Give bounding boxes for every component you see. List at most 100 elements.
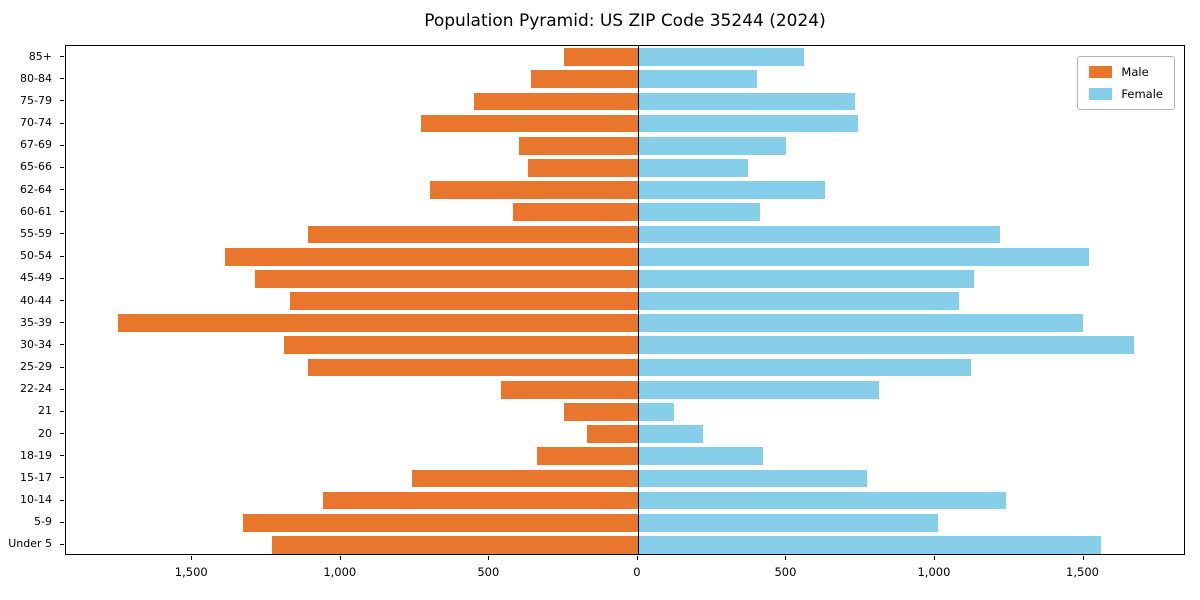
female-bar-18-19 bbox=[637, 447, 763, 466]
female-bar-62-64 bbox=[637, 181, 826, 199]
female-bar-Under 5 bbox=[637, 536, 1102, 554]
male-bar-70-74 bbox=[421, 114, 638, 133]
y-tick-mark bbox=[60, 100, 64, 102]
y-tick-mark bbox=[60, 499, 64, 501]
y-tick-label-10-14: 10-14 bbox=[20, 493, 52, 507]
male-bar-75-79 bbox=[474, 92, 638, 111]
y-tick-label-18-19: 18-19 bbox=[20, 448, 52, 462]
male-bar-80-84 bbox=[530, 70, 638, 89]
male-bar-45-49 bbox=[254, 269, 638, 288]
male-bar-15-17 bbox=[412, 469, 638, 488]
y-tick-label-65-66: 65-66 bbox=[20, 160, 52, 174]
female-bar-67-69 bbox=[637, 136, 787, 155]
female-bar-70-74 bbox=[637, 114, 858, 133]
y-tick-mark bbox=[60, 477, 64, 479]
x-tick-mark bbox=[488, 556, 490, 560]
female-bar-80-84 bbox=[637, 70, 757, 89]
y-tick-label-5-9: 5-9 bbox=[34, 515, 52, 529]
x-tick-mark bbox=[933, 556, 935, 560]
y-tick-mark bbox=[60, 211, 64, 213]
y-tick-mark bbox=[60, 366, 64, 368]
x-tick-label-1,500: 1,500 bbox=[174, 565, 208, 579]
female-bar-22-24 bbox=[637, 380, 879, 399]
y-tick-mark bbox=[60, 300, 64, 301]
y-tick-mark bbox=[60, 388, 64, 390]
male-bar-21 bbox=[563, 403, 638, 421]
male-bar-65-66 bbox=[527, 159, 638, 177]
legend-item-male: Male bbox=[1089, 65, 1163, 79]
legend-label-female: Female bbox=[1121, 87, 1163, 101]
male-bar-18-19 bbox=[536, 447, 638, 466]
legend-label-male: Male bbox=[1121, 65, 1149, 79]
y-tick-mark bbox=[60, 166, 64, 168]
male-bar-55-59 bbox=[308, 225, 638, 244]
male-bar-35-39 bbox=[117, 314, 638, 333]
y-tick-mark bbox=[60, 543, 64, 545]
male-bar-85+ bbox=[563, 48, 638, 66]
y-tick-mark bbox=[60, 521, 64, 523]
female-color-swatch-icon bbox=[1089, 88, 1113, 100]
female-bar-50-54 bbox=[637, 247, 1090, 266]
male-bar-10-14 bbox=[322, 491, 638, 510]
female-bar-60-61 bbox=[637, 203, 760, 222]
x-tick-mark bbox=[785, 556, 787, 560]
female-bar-45-49 bbox=[637, 269, 974, 288]
x-tick-mark bbox=[636, 556, 638, 560]
zero-axis-line bbox=[637, 46, 639, 554]
female-bar-30-34 bbox=[637, 336, 1134, 355]
y-axis-labels: 85+ 80-84 75-79 70-74 67-69 65-66 62-64 60-61 55… bbox=[0, 45, 64, 555]
y-tick-mark bbox=[60, 189, 64, 191]
y-tick-label-Under 5: Under 5 bbox=[8, 537, 52, 551]
y-tick-label-85+: 85+ bbox=[28, 49, 52, 63]
x-tick-label-1,000: 1,000 bbox=[917, 565, 951, 579]
female-bar-15-17 bbox=[637, 469, 867, 488]
female-bar-35-39 bbox=[637, 314, 1084, 333]
legend-item-female: Female bbox=[1089, 87, 1163, 101]
y-tick-label-45-49: 45-49 bbox=[20, 271, 52, 285]
y-tick-mark bbox=[60, 255, 64, 257]
y-tick-mark bbox=[60, 122, 64, 124]
y-tick-label-20: 20 bbox=[38, 426, 52, 440]
y-tick-label-70-74: 70-74 bbox=[20, 116, 52, 130]
male-bar-30-34 bbox=[284, 336, 638, 355]
x-tick-mark bbox=[339, 556, 341, 560]
legend: Male Female bbox=[1077, 56, 1175, 110]
female-bar-20 bbox=[637, 425, 704, 443]
y-tick-mark bbox=[60, 78, 64, 80]
female-bar-65-66 bbox=[637, 159, 748, 177]
female-bar-40-44 bbox=[637, 292, 959, 310]
male-bar-60-61 bbox=[513, 203, 638, 222]
male-color-swatch-icon bbox=[1089, 66, 1113, 78]
female-bar-10-14 bbox=[637, 491, 1007, 510]
male-bar-50-54 bbox=[224, 247, 638, 266]
y-tick-mark bbox=[60, 322, 64, 324]
x-tick-label-1,500: 1,500 bbox=[1066, 565, 1099, 579]
female-bar-5-9 bbox=[637, 513, 938, 532]
male-bar-62-64 bbox=[429, 181, 638, 199]
y-tick-label-62-64: 62-64 bbox=[20, 182, 52, 196]
y-tick-label-25-29: 25-29 bbox=[20, 360, 52, 374]
x-tick-mark bbox=[1082, 556, 1084, 560]
male-bar-40-44 bbox=[290, 292, 638, 310]
female-bar-25-29 bbox=[637, 358, 971, 377]
y-tick-label-22-24: 22-24 bbox=[20, 382, 52, 396]
female-bar-75-79 bbox=[637, 92, 855, 111]
x-tick-label-500: 500 bbox=[774, 565, 797, 579]
female-bar-85+ bbox=[637, 48, 805, 66]
y-tick-label-67-69: 67-69 bbox=[20, 138, 52, 152]
y-tick-mark bbox=[60, 277, 64, 279]
x-tick-label-500: 500 bbox=[477, 565, 500, 579]
y-tick-label-35-39: 35-39 bbox=[20, 315, 52, 329]
y-tick-label-80-84: 80-84 bbox=[20, 71, 52, 85]
y-tick-mark bbox=[60, 233, 64, 235]
y-tick-label-15-17: 15-17 bbox=[20, 470, 52, 484]
x-tick-mark bbox=[191, 556, 193, 560]
y-tick-label-60-61: 60-61 bbox=[20, 204, 52, 218]
male-bar-20 bbox=[587, 425, 638, 443]
plot-area: Male Female bbox=[65, 45, 1185, 555]
x-tick-label-0: 0 bbox=[633, 565, 641, 579]
male-bar-Under 5 bbox=[272, 536, 638, 554]
x-axis-ticks: 1,500 1,000 500 0 500 1,000 1,500 bbox=[65, 556, 1185, 588]
x-tick-label-1,000: 1,000 bbox=[323, 565, 357, 579]
